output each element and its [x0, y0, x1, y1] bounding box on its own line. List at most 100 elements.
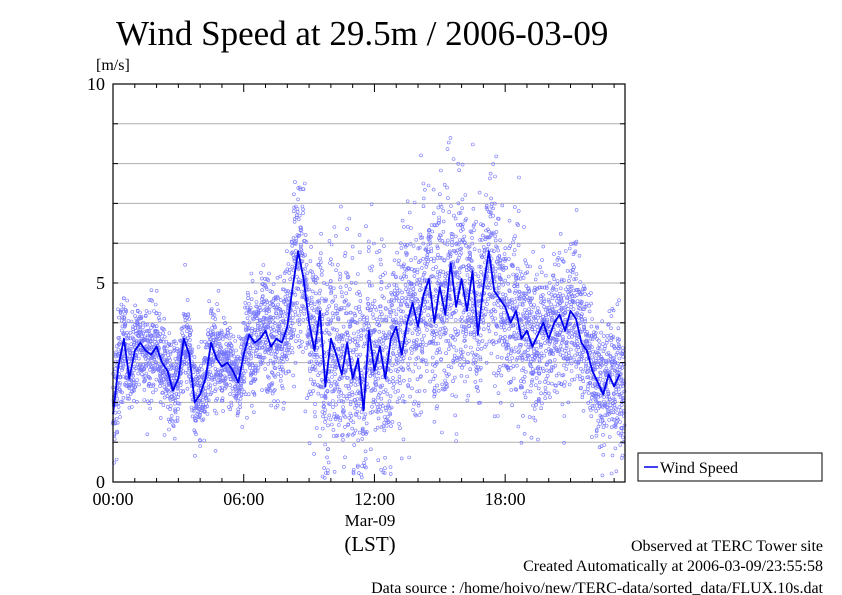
data-point	[407, 455, 412, 460]
data-point	[366, 306, 370, 311]
data-point	[194, 418, 198, 423]
data-point	[352, 331, 356, 336]
data-point	[127, 396, 131, 401]
data-point	[533, 383, 538, 388]
data-point	[519, 440, 524, 445]
data-point	[406, 362, 411, 366]
data-point	[434, 293, 438, 298]
data-point	[358, 310, 362, 314]
data-point	[555, 338, 560, 342]
data-point	[150, 336, 154, 341]
data-point	[543, 341, 547, 345]
data-point	[127, 386, 132, 391]
data-point	[536, 366, 540, 371]
data-point	[453, 329, 458, 334]
data-point	[499, 373, 504, 378]
data-point	[324, 416, 328, 421]
data-point	[468, 332, 473, 337]
data-point	[248, 305, 253, 310]
data-point	[481, 306, 486, 310]
data-point	[523, 258, 528, 263]
data-point	[540, 258, 544, 262]
data-point	[258, 325, 262, 330]
data-point	[273, 359, 278, 364]
data-point	[294, 236, 298, 241]
data-point	[598, 393, 603, 398]
data-point	[575, 374, 580, 378]
data-point	[359, 371, 364, 375]
data-point	[359, 337, 364, 341]
data-point	[543, 391, 547, 396]
data-point	[161, 331, 165, 336]
data-point	[540, 285, 545, 290]
data-point	[133, 313, 137, 318]
data-point	[390, 363, 395, 368]
data-point	[375, 425, 380, 430]
data-point	[212, 313, 217, 317]
data-point	[272, 388, 277, 392]
data-point	[585, 334, 590, 338]
data-point	[521, 313, 526, 318]
data-point	[243, 301, 248, 305]
data-point	[336, 423, 341, 427]
data-point	[436, 313, 441, 317]
data-point	[188, 325, 193, 330]
data-point	[312, 302, 317, 307]
data-point	[298, 344, 303, 348]
data-point	[420, 235, 425, 240]
data-point	[557, 347, 561, 352]
data-point	[536, 315, 540, 320]
data-point	[228, 407, 233, 412]
data-point	[404, 250, 408, 255]
data-point	[551, 336, 555, 340]
data-point	[364, 321, 368, 326]
data-point	[566, 359, 571, 363]
data-point	[445, 242, 450, 247]
data-point	[292, 220, 297, 224]
data-point	[423, 188, 427, 192]
data-point	[135, 341, 139, 346]
data-point	[470, 236, 474, 240]
data-point	[223, 377, 228, 382]
data-point	[574, 239, 579, 244]
data-point	[514, 336, 519, 341]
data-point	[492, 201, 497, 206]
data-point	[532, 303, 536, 307]
data-point	[434, 360, 439, 365]
data-point	[394, 275, 398, 280]
data-point	[531, 323, 536, 327]
data-point	[379, 467, 384, 472]
data-point	[379, 401, 383, 406]
data-point	[531, 305, 536, 310]
data-point	[253, 352, 258, 356]
data-point	[275, 275, 280, 280]
data-point	[473, 380, 478, 384]
data-point	[264, 298, 269, 303]
data-point	[569, 284, 574, 289]
data-point	[451, 311, 455, 315]
data-point	[124, 309, 129, 314]
data-point	[432, 392, 437, 397]
data-point	[323, 395, 328, 399]
data-point	[279, 364, 284, 369]
data-point	[483, 306, 488, 311]
data-point	[448, 288, 453, 292]
data-point	[354, 353, 359, 357]
data-point	[198, 438, 202, 443]
data-point	[173, 410, 178, 415]
data-point	[189, 405, 194, 410]
data-point	[113, 367, 118, 371]
data-point	[555, 333, 560, 338]
y-axis-unit-label: [m/s]	[96, 57, 130, 74]
data-point	[533, 418, 538, 423]
data-point	[417, 277, 422, 282]
data-point	[284, 353, 289, 358]
data-point	[181, 369, 185, 373]
data-point	[522, 350, 527, 355]
data-point	[570, 378, 574, 382]
data-point	[432, 336, 436, 340]
data-point	[503, 334, 507, 339]
data-point	[334, 402, 338, 407]
data-point	[259, 276, 264, 281]
data-point	[328, 402, 332, 407]
